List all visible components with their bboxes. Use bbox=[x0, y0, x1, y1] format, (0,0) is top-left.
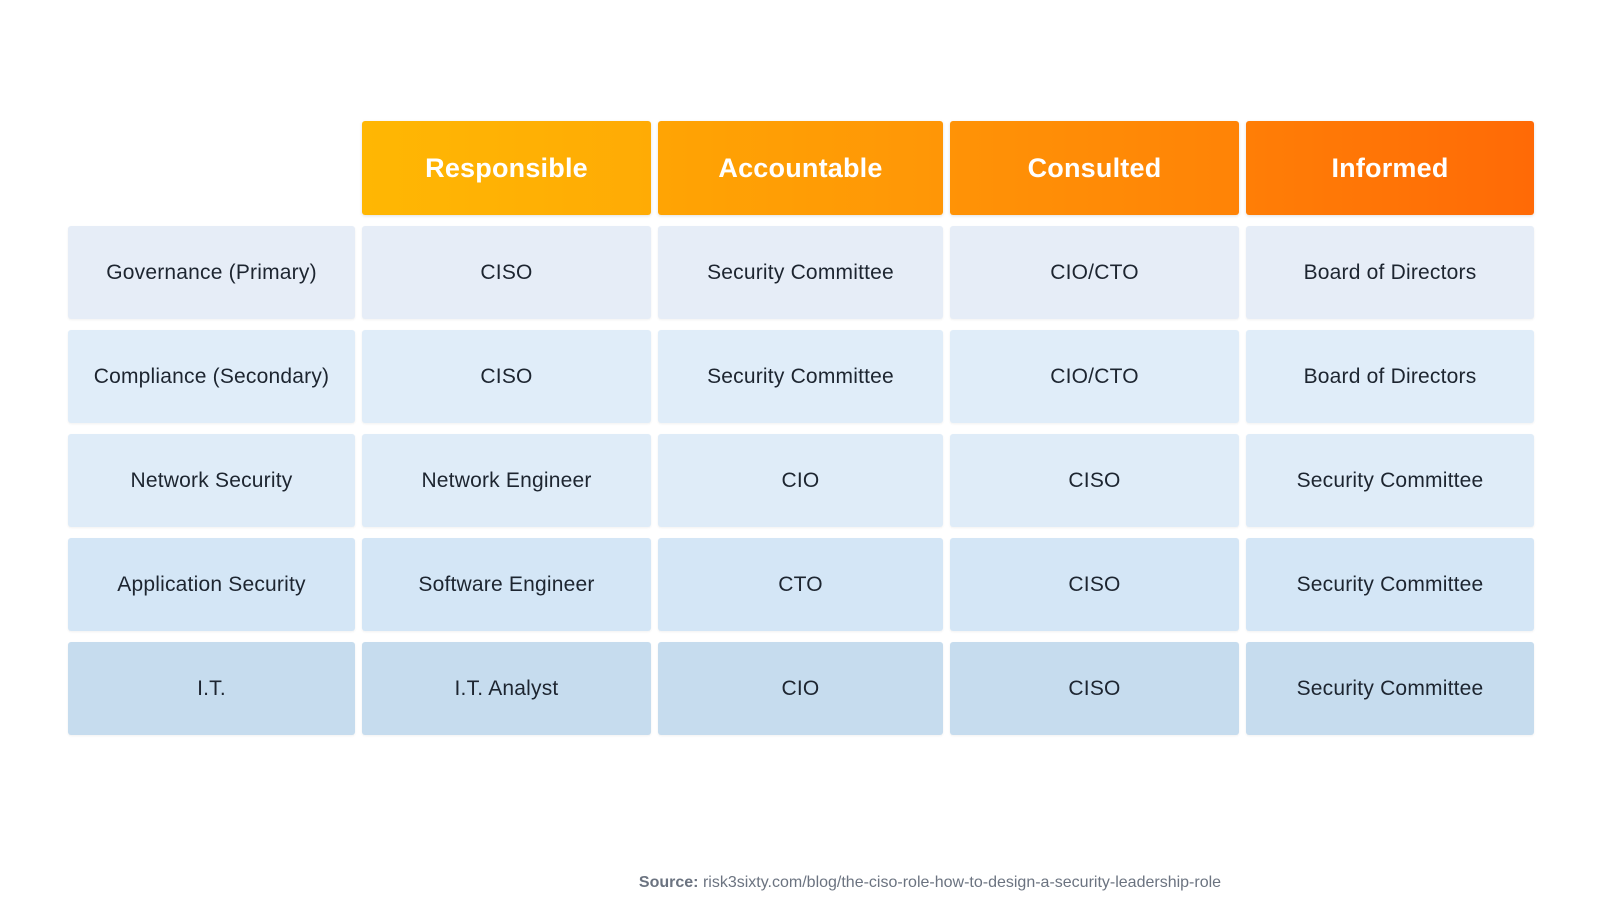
cell-application-accountable: CTO bbox=[658, 538, 943, 631]
cell-it-informed: Security Committee bbox=[1246, 642, 1534, 735]
cell-compliance-consulted: CIO/CTO bbox=[950, 330, 1239, 423]
cell-governance-informed: Board of Directors bbox=[1246, 226, 1534, 319]
cell-it-accountable: CIO bbox=[658, 642, 943, 735]
cell-network-informed: Security Committee bbox=[1246, 434, 1534, 527]
cell-network-responsible: Network Engineer bbox=[362, 434, 651, 527]
header-accountable: Accountable bbox=[658, 121, 943, 215]
source-label: Source: bbox=[638, 874, 699, 891]
cell-network-consulted: CISO bbox=[950, 434, 1239, 527]
cell-application-consulted: CISO bbox=[950, 538, 1239, 631]
row-label-compliance: Compliance (Secondary) bbox=[68, 330, 355, 423]
source-url: risk3sixty.com/blog/the-ciso-role-how-to… bbox=[702, 874, 1222, 891]
cell-application-responsible: Software Engineer bbox=[362, 538, 651, 631]
cell-it-consulted: CISO bbox=[950, 642, 1239, 735]
cell-it-responsible: I.T. Analyst bbox=[362, 642, 651, 735]
header-responsible: Responsible bbox=[362, 121, 651, 215]
cell-application-informed: Security Committee bbox=[1246, 538, 1534, 631]
row-label-network-security: Network Security bbox=[68, 434, 355, 527]
header-informed: Informed bbox=[1246, 121, 1534, 215]
cell-network-accountable: CIO bbox=[658, 434, 943, 527]
cell-governance-accountable: Security Committee bbox=[658, 226, 943, 319]
cell-governance-consulted: CIO/CTO bbox=[950, 226, 1239, 319]
row-label-application-security: Application Security bbox=[68, 538, 355, 631]
cell-compliance-informed: Board of Directors bbox=[1246, 330, 1534, 423]
raci-matrix: Responsible Accountable Consulted Inform… bbox=[68, 121, 1534, 735]
cell-compliance-responsible: CISO bbox=[362, 330, 651, 423]
corner-cell bbox=[68, 121, 355, 215]
row-label-it: I.T. bbox=[68, 642, 355, 735]
header-consulted: Consulted bbox=[950, 121, 1239, 215]
cell-governance-responsible: CISO bbox=[362, 226, 651, 319]
cell-compliance-accountable: Security Committee bbox=[658, 330, 943, 423]
source-caption: Source: risk3sixty.com/blog/the-ciso-rol… bbox=[0, 874, 1600, 892]
row-label-governance: Governance (Primary) bbox=[68, 226, 355, 319]
